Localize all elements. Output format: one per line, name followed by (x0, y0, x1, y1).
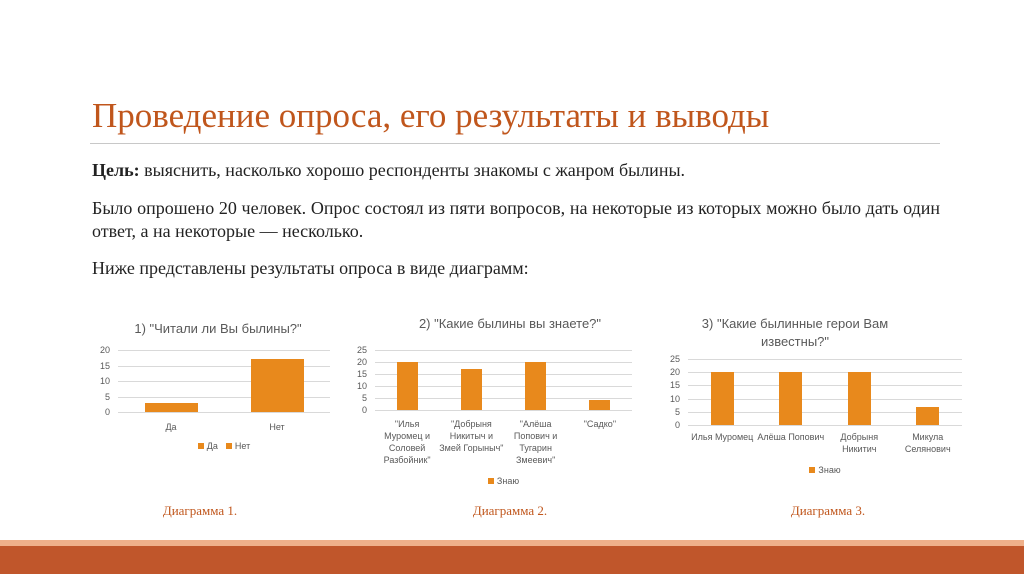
footer-band (0, 546, 1024, 574)
grid-line (375, 362, 632, 363)
legend-label: Знаю (818, 465, 841, 475)
y-tick-label: 10 (99, 376, 110, 386)
grid-line (118, 365, 330, 367)
grid-line (118, 350, 330, 351)
legend-swatch (225, 443, 232, 449)
chart-title: 3) "Какие былинные герои Вам известны?" (701, 316, 889, 349)
legend-swatch (809, 467, 816, 473)
y-tick-label: 15 (669, 380, 680, 391)
footer-stripe (0, 540, 1024, 546)
legend-label: Да (206, 441, 218, 451)
legend-swatch (487, 478, 494, 484)
slide-title: Проведение опроса, его результаты и выво… (92, 96, 770, 135)
grid-line (688, 411, 962, 413)
y-tick-label: 0 (674, 420, 680, 430)
bar (847, 372, 871, 425)
legend-swatch (197, 443, 204, 449)
goal-label: Цель: (92, 160, 140, 180)
legend-label: Нет (234, 441, 251, 451)
x-tick-label: Да (165, 422, 177, 432)
legend-label: Знаю (496, 476, 520, 486)
bar (144, 402, 198, 412)
paragraph: Было опрошено 20 человек. Опрос состоял … (92, 198, 940, 241)
bar (525, 362, 547, 410)
y-tick-label: 20 (356, 357, 367, 367)
bar (779, 372, 803, 425)
y-tick-label: 25 (669, 354, 680, 364)
grid-line (375, 410, 632, 411)
y-tick-label: 15 (356, 369, 367, 379)
chart-caption: Диаграмма 1. (162, 503, 238, 518)
x-tick-label: Микула Селянович (904, 432, 951, 454)
goal: Цель: выяснить, насколько хорошо респонд… (92, 160, 685, 181)
chart-title: 1) "Читали ли Вы былины?" (134, 321, 302, 336)
chart-title: 2) "Какие былины вы знаете?" (418, 316, 602, 331)
legend-item: Нет (225, 440, 251, 452)
grid-line (688, 372, 962, 374)
y-tick-label: 5 (674, 406, 680, 417)
grid-line (688, 425, 962, 426)
x-tick-label: "Илья Муромец и Соловей Разбойник" (383, 419, 431, 465)
paragraph: Ниже представлены результаты опроса в ви… (92, 258, 529, 278)
y-tick-label: 0 (104, 407, 110, 417)
x-tick-label: Алёша Попович (757, 432, 825, 442)
grid-line (118, 396, 330, 398)
y-tick-label: 5 (361, 393, 367, 403)
bar (710, 372, 734, 425)
grid-line (118, 381, 330, 382)
x-tick-label: Добрыня Никитич (840, 432, 879, 454)
grid-line (375, 350, 632, 351)
y-tick-label: 10 (669, 393, 680, 404)
x-tick-label: Нет (269, 422, 285, 432)
bar (589, 400, 611, 410)
chart-caption: Диаграмма 2. (472, 503, 548, 518)
x-tick-label: "Садко" (583, 419, 617, 429)
legend: Знаю (725, 464, 925, 476)
x-tick-label: "Добрыня Никитыч и Змей Горыныч" (439, 419, 504, 453)
bar (460, 369, 482, 410)
grid-line (118, 412, 330, 413)
bar (250, 359, 304, 412)
grid-line (688, 398, 962, 400)
grid-line (688, 385, 962, 387)
y-tick-label: 10 (356, 381, 367, 391)
legend-item: Знаю (809, 464, 841, 476)
legend: Да Нет (124, 440, 324, 452)
y-tick-label: 20 (669, 367, 680, 378)
x-tick-label: "Алёша Попович и Тугарин Змеевич" (513, 419, 558, 465)
grid-line (375, 374, 632, 375)
grid-line (688, 359, 962, 360)
bar (916, 406, 940, 425)
legend-item: Да (197, 440, 218, 452)
goal-text: выяснить, насколько хорошо респонденты з… (144, 160, 686, 180)
y-tick-label: 5 (104, 391, 110, 402)
y-tick-label: 20 (99, 345, 110, 355)
y-tick-label: 15 (99, 360, 110, 371)
y-tick-label: 0 (361, 405, 367, 415)
grid-line (375, 398, 632, 399)
y-tick-label: 25 (356, 345, 367, 355)
legend-item: Знаю (487, 475, 520, 487)
chart-caption: Диаграмма 3. (790, 503, 866, 518)
legend: Знаю (404, 475, 604, 487)
title-rule (90, 143, 940, 144)
bar (396, 362, 418, 410)
grid-line (375, 386, 632, 387)
x-tick-label: Илья Муромец (691, 432, 754, 442)
